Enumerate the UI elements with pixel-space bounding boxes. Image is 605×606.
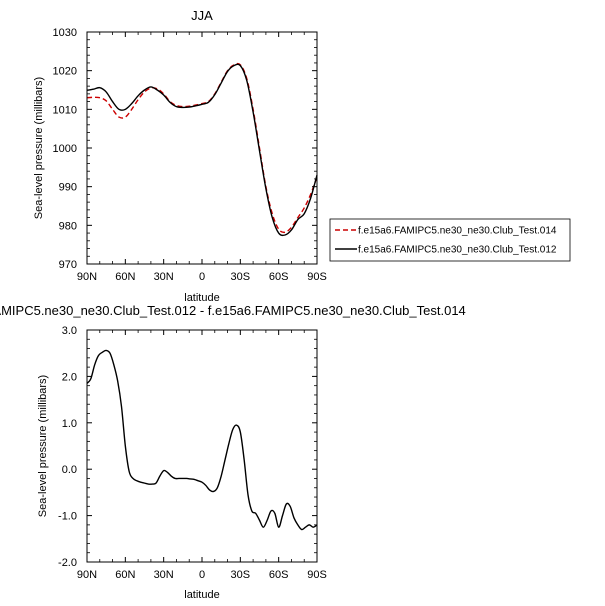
bottom-chart-x-tick-label: 30N — [154, 569, 174, 581]
top-chart-ylabel: Sea-level pressure (millibars) — [33, 77, 45, 219]
top-chart-x-tick-label: 60N — [115, 271, 135, 283]
bottom-chart-lines — [86, 349, 318, 531]
top-chart-y-tick-label: 1010 — [53, 104, 77, 116]
bottom-chart-x-tick-label: 0 — [199, 569, 205, 581]
top-chart-title: JJA — [191, 8, 213, 23]
top-chart-x-tick-label: 30N — [154, 271, 174, 283]
bottom-chart-y-tick-label: 3.0 — [62, 325, 77, 337]
top-chart-lines — [86, 62, 318, 237]
top-chart-y-tick-label: 970 — [59, 259, 77, 271]
top-chart-x-tick-label: 90N — [77, 271, 97, 283]
bottom-chart-x-tick-label: 60N — [115, 569, 135, 581]
top-chart: JJA 90N 60N 30N 0 30S 60S 90S 970 980 990 1000 1010… — [33, 8, 571, 304]
top-chart-x-tick-label: 0 — [199, 271, 205, 283]
bottom-chart: f.e15a6.FAMIPC5.ne30_ne30.Club_Test.012 … — [0, 303, 466, 601]
top-chart-series-line-0 — [86, 62, 318, 234]
bottom-chart-x-tick-label: 30S — [231, 569, 251, 581]
bottom-chart-y-tick-label: 2.0 — [62, 371, 77, 383]
top-chart-y-tick-label: 1030 — [53, 27, 77, 39]
top-chart-y-tick-label: 980 — [59, 220, 77, 232]
bottom-chart-x-tick-label: 60S — [269, 569, 289, 581]
top-chart-y-tick-label: 1020 — [53, 66, 77, 78]
bottom-chart-x-tick-label: 90S — [307, 569, 327, 581]
bottom-chart-x-tick-label: 90N — [77, 569, 97, 581]
bottom-chart-series-line-0 — [86, 349, 318, 531]
bottom-chart-xlabel: latitude — [184, 589, 219, 601]
top-chart-legend: f.e15a6.FAMIPC5.ne30_ne30.Club_Test.014f… — [329, 218, 571, 262]
top-chart-x-tick-label: 30S — [231, 271, 251, 283]
bottom-chart-title: f.e15a6.FAMIPC5.ne30_ne30.Club_Test.012 … — [0, 303, 466, 318]
top-chart-series-line-1 — [86, 63, 318, 237]
bottom-chart-y-tick-label: 1.0 — [62, 418, 77, 430]
top-chart-x-tick-label: 60S — [269, 271, 289, 283]
bottom-chart-ylabel: Sea-level pressure (millibars) — [37, 375, 49, 517]
bottom-chart-y-tick-label: -1.0 — [58, 511, 77, 523]
top-chart-y-tick-label: 990 — [59, 182, 77, 194]
bottom-chart-frame — [86, 329, 318, 563]
bottom-chart-y-tick-label: -2.0 — [58, 557, 77, 569]
legend-label-1: f.e15a6.FAMIPC5.ne30_ne30.Club_Test.012 — [358, 245, 557, 256]
bottom-chart-y-tick-label: 0.0 — [62, 464, 77, 476]
top-chart-xlabel: latitude — [184, 292, 219, 304]
top-chart-x-tick-label: 90S — [307, 271, 327, 283]
top-chart-y-tick-label: 1000 — [53, 143, 77, 155]
legend-box — [329, 218, 571, 262]
top-chart-frame — [86, 31, 318, 265]
legend-label-0: f.e15a6.FAMIPC5.ne30_ne30.Club_Test.014 — [358, 226, 557, 237]
